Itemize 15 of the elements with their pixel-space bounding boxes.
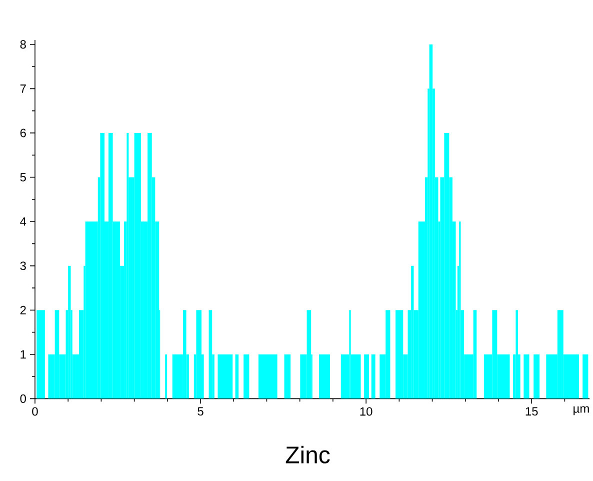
y-tick-label: 3 — [20, 262, 26, 270]
x-tick-label: 10 — [360, 407, 372, 416]
x-tick-label: 15 — [526, 407, 538, 416]
y-tick-label: 2 — [20, 306, 26, 314]
y-tick-label: 4 — [20, 218, 26, 226]
x-tick-label: 5 — [198, 407, 204, 416]
x-tick-label: 0 — [32, 407, 38, 416]
y-tick-label: 1 — [20, 350, 26, 359]
text: Zinc — [286, 446, 330, 464]
x-axis-title: µm — [574, 406, 589, 416]
y-tick-label: 8 — [20, 40, 26, 49]
y-tick-label: 5 — [20, 173, 26, 182]
y-tick-label: 6 — [20, 128, 26, 138]
y-tick-label: 7 — [20, 84, 26, 93]
y-tick-label: 0 — [20, 394, 26, 404]
